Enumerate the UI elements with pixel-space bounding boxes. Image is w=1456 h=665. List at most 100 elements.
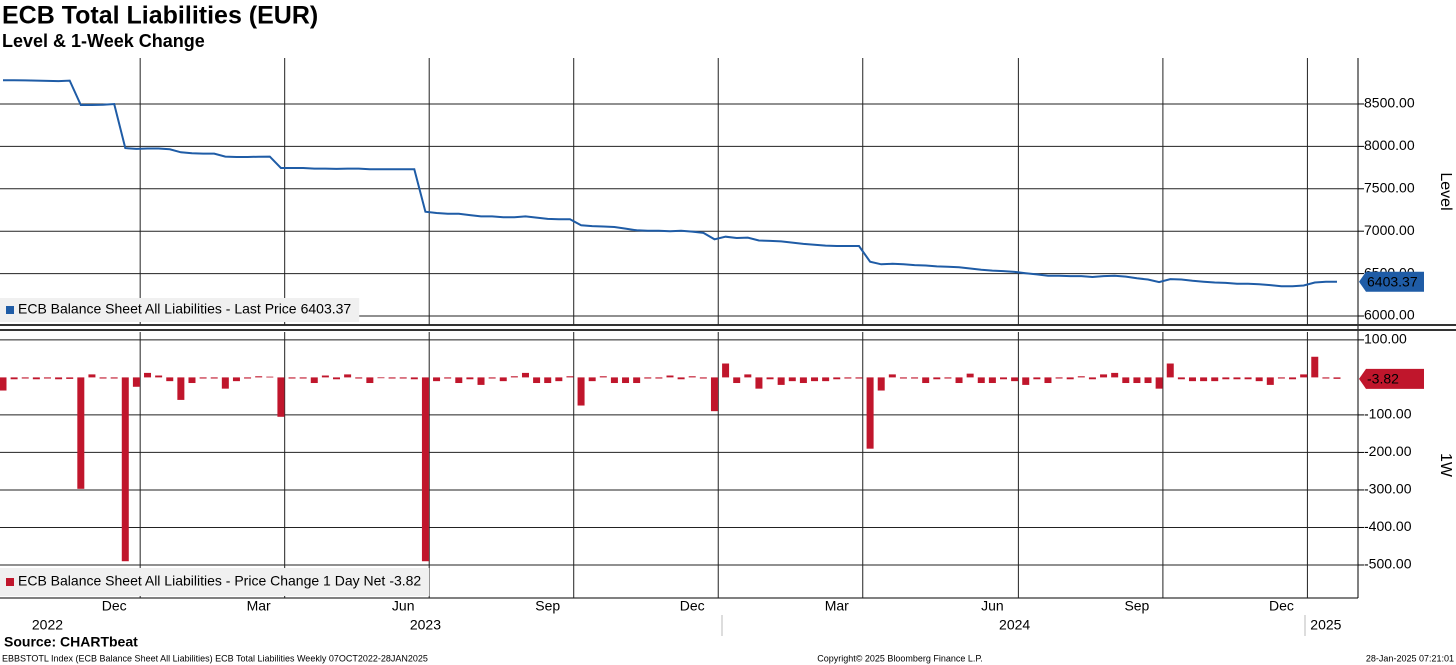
y-tick-label: 8500.00 [1364, 95, 1415, 111]
bar [888, 374, 896, 378]
source-note: Source: CHARTbeat [4, 634, 138, 650]
bar [310, 377, 318, 384]
bar [622, 377, 630, 384]
bar [710, 377, 718, 412]
bar [1311, 356, 1319, 378]
x-tick-label: Jun [392, 598, 415, 614]
bar [1155, 377, 1163, 389]
y-tick-label: 100.00 [1364, 331, 1407, 347]
x-tick-label: Dec [102, 598, 127, 614]
bar [333, 377, 340, 380]
bar [1322, 377, 1330, 379]
y-tick-label: 8000.00 [1364, 137, 1415, 153]
footnote: EBBSTOTL Index (ECB Balance Sheet All Li… [2, 653, 428, 663]
bar [1044, 377, 1052, 384]
x-year-label: 2024 [999, 617, 1030, 633]
bar [1200, 377, 1208, 382]
y-axis-title: Level [1437, 172, 1454, 210]
bar [321, 375, 329, 378]
bar [121, 377, 129, 562]
bar [43, 377, 51, 379]
bar [633, 377, 641, 384]
bar [510, 376, 518, 378]
y-axis-title: 1W [1437, 453, 1454, 478]
bar [88, 374, 96, 378]
x-tick-label: Sep [1124, 598, 1149, 614]
bar [610, 377, 618, 384]
y-tick-label: -300.00 [1364, 481, 1412, 497]
bar [577, 377, 585, 406]
bar [1266, 377, 1274, 385]
bar [955, 377, 963, 384]
bar [1088, 377, 1096, 380]
bar [911, 377, 919, 379]
bar [99, 377, 107, 379]
bar [1333, 377, 1341, 379]
bar [210, 377, 218, 379]
x-tick-label: Sep [535, 598, 560, 614]
bar [844, 377, 852, 379]
bar [1188, 377, 1196, 382]
bar [899, 377, 907, 379]
last-value-label: -3.82 [1367, 371, 1399, 387]
bar [966, 373, 974, 378]
bar [1222, 377, 1230, 380]
bar [1011, 377, 1019, 382]
last-value-badge [1359, 368, 1424, 389]
bar [933, 377, 941, 380]
panel: -500.00 -400.00 -300.00 -200.00 -100.00 100.0… [0, 331, 1454, 598]
bar [1100, 374, 1108, 378]
bar [433, 377, 441, 382]
bar [55, 377, 63, 380]
bar [110, 377, 118, 379]
bar [833, 377, 841, 380]
x-year-label: 2023 [410, 617, 441, 633]
bar [1300, 374, 1308, 378]
bar [421, 377, 429, 562]
y-tick-label: 6000.00 [1364, 307, 1415, 323]
bar [166, 377, 174, 382]
bar [155, 375, 163, 378]
x-tick-label: Mar [825, 598, 849, 614]
y-tick-label: -200.00 [1364, 443, 1412, 459]
bar [544, 377, 552, 384]
bar [1244, 377, 1252, 380]
bar [1133, 377, 1141, 384]
legend-box [0, 568, 430, 596]
line-series [3, 79, 1338, 288]
bar [266, 376, 274, 378]
x-tick-label: Dec [1269, 598, 1294, 614]
bar [77, 377, 85, 489]
legend-value: -3.82 [389, 573, 421, 589]
bar [21, 377, 29, 379]
bar [755, 377, 763, 389]
bar [588, 377, 596, 382]
last-value-label: 6403.37 [1367, 274, 1418, 290]
bar [944, 377, 952, 379]
panel: 6000.006500.007000.007500.008000.008500.… [0, 58, 1454, 325]
bar [1255, 377, 1263, 382]
bar [599, 376, 607, 378]
legend-box [0, 298, 360, 322]
bar [221, 377, 229, 389]
y-tick-label: -100.00 [1364, 406, 1412, 422]
x-tick-label: Jun [981, 598, 1004, 614]
bar [1111, 372, 1119, 378]
bar [466, 377, 474, 380]
bar [232, 377, 240, 382]
bar [1289, 377, 1297, 380]
bar [132, 377, 140, 387]
bar [855, 377, 863, 379]
bar [277, 377, 285, 417]
bar [521, 372, 529, 378]
bar [144, 372, 152, 378]
bar [366, 377, 374, 384]
y-tick-label: 7500.00 [1364, 179, 1415, 195]
copyright: Copyright© 2025 Bloomberg Finance L.P. [817, 653, 983, 663]
x-tick-label: Mar [247, 598, 271, 614]
bar [244, 377, 252, 379]
bar [977, 377, 985, 384]
bar [1022, 377, 1030, 385]
bar [355, 377, 363, 379]
bar [288, 377, 296, 379]
